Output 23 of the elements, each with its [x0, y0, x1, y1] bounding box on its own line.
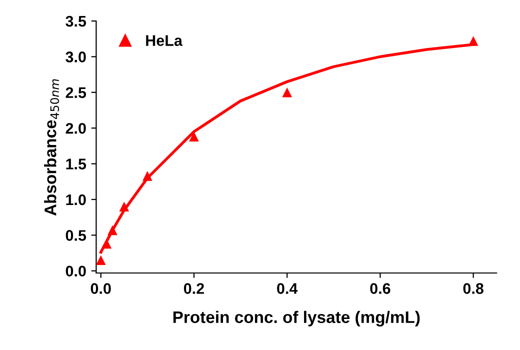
y-tick-label: 0.5 [66, 230, 86, 241]
y-tick-label: 1.5 [66, 158, 86, 170]
x-tick-label: 0.0 [90, 283, 111, 294]
point [108, 225, 118, 236]
y-tick-label: 0.0 [66, 266, 86, 277]
point [119, 202, 130, 212]
x-tick-label: 0.8 [463, 283, 484, 294]
x-tick-label: 0.4 [277, 283, 298, 294]
point [189, 132, 199, 142]
point [142, 171, 152, 181]
y-tick-label: 3.0 [66, 52, 86, 62]
x-tick-label: 0.6 [370, 283, 390, 294]
y-tick-label: 3.5 [66, 16, 86, 27]
point [468, 36, 478, 46]
point [282, 87, 292, 98]
x-tick-label: 0.2 [184, 283, 204, 294]
legend-label: HeLa [146, 35, 183, 46]
y-axis-title: Absorbance$_{450nm}$ [44, 79, 60, 216]
y-tick-label: 2.0 [66, 122, 86, 134]
point [96, 255, 106, 266]
y-tick-label: 1.0 [66, 194, 86, 206]
x-axis-title: Protein conc. of lysate (mg/mL) [173, 310, 420, 326]
y-tick-label: 2.5 [66, 87, 86, 98]
